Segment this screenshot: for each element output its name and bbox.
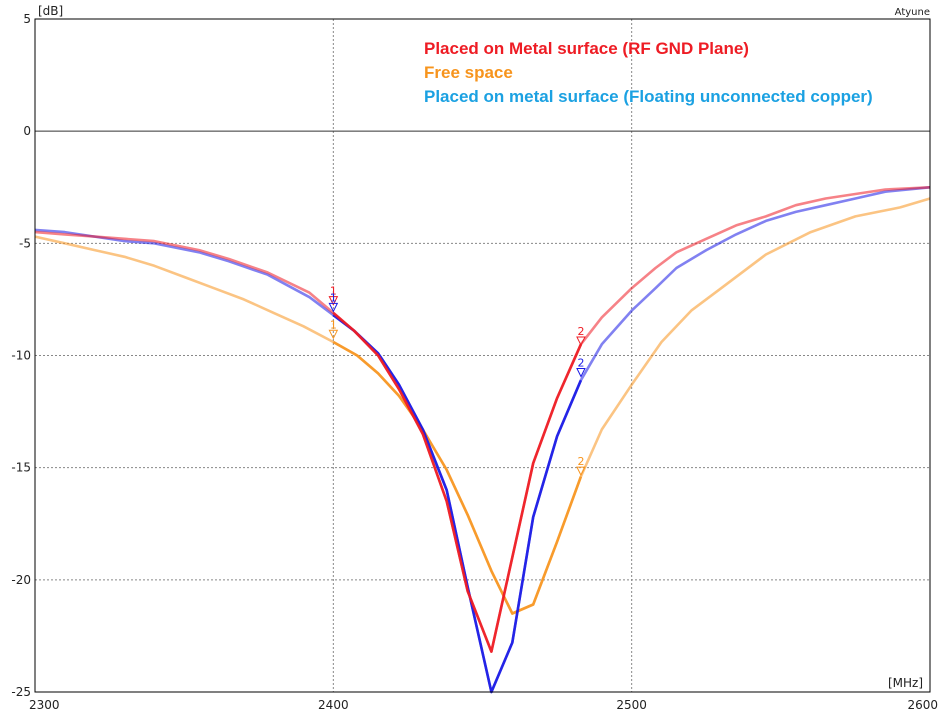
y-axis-unit: [dB] bbox=[38, 4, 63, 18]
legend-entry: Free space bbox=[424, 63, 513, 82]
x-tick-label: 2500 bbox=[616, 698, 647, 712]
grid bbox=[35, 19, 930, 692]
x-tick-label: 2600 bbox=[907, 698, 938, 712]
series-line bbox=[332, 311, 583, 653]
series-line bbox=[332, 314, 583, 694]
y-tick-label: 0 bbox=[23, 124, 31, 138]
x-tick-label: 2300 bbox=[29, 698, 60, 712]
marker-label: 1 bbox=[330, 285, 337, 298]
instrument-label: Atyune bbox=[895, 7, 930, 18]
marker-triangle bbox=[576, 336, 586, 347]
x-tick-label: 2400 bbox=[318, 698, 349, 712]
x-axis-unit: [MHz] bbox=[888, 676, 923, 690]
marker-label: 1 bbox=[330, 291, 337, 304]
y-tick-label: 5 bbox=[23, 12, 31, 26]
marker-label: 1 bbox=[330, 318, 337, 331]
legend: Placed on Metal surface (RF GND Plane) Fr… bbox=[424, 39, 873, 106]
y-tick-label: -15 bbox=[11, 461, 31, 475]
marker-triangle bbox=[576, 466, 586, 477]
series-line-faint bbox=[34, 186, 931, 653]
marker-triangle bbox=[328, 296, 339, 306]
marker-triangle bbox=[328, 329, 339, 340]
marker-label: 2 bbox=[577, 356, 584, 369]
marker-label: 2 bbox=[577, 325, 584, 338]
plot-frame bbox=[34, 18, 931, 693]
series-line bbox=[332, 340, 583, 615]
legend-entry: Placed on metal surface (Floating unconn… bbox=[424, 87, 873, 106]
y-tick-label: -5 bbox=[19, 236, 31, 250]
y-tick-label: -25 bbox=[11, 685, 31, 699]
marker-triangle bbox=[576, 367, 586, 378]
series-lines bbox=[34, 186, 931, 694]
y-tick-label: -10 bbox=[11, 349, 31, 363]
legend-entry: Placed on Metal surface (RF GND Plane) bbox=[424, 39, 749, 58]
marker-label: 2 bbox=[577, 455, 584, 468]
y-tick-label: -20 bbox=[11, 573, 31, 587]
series-line-faint bbox=[34, 186, 931, 694]
marker-triangle bbox=[328, 302, 339, 313]
